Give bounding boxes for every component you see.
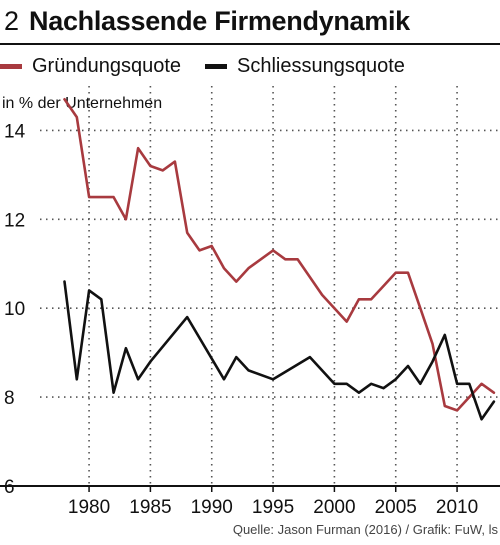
y-tick-label: 8 xyxy=(4,388,15,409)
x-tick-label: 1980 xyxy=(68,497,110,518)
y-tick-label: 10 xyxy=(4,299,25,320)
series-line-schliessungsquote xyxy=(63,280,496,421)
x-tick-label: 1995 xyxy=(252,497,294,518)
legend-item-schliessungsquote: Schliessungsquote xyxy=(205,55,405,78)
y-tick-label: 12 xyxy=(4,210,25,231)
y-axis-label: in % der Unternehmen xyxy=(2,95,162,112)
legend: Gründungsquote Schliessungsquote xyxy=(0,52,429,80)
series-line-gruendungsquote xyxy=(63,98,496,412)
chart-title: Nachlassende Firmendynamik xyxy=(29,5,410,36)
figure-number: 2 xyxy=(4,5,20,36)
title-divider xyxy=(0,43,500,45)
y-tick-label: 14 xyxy=(4,121,26,142)
legend-item-gruendungsquote: Gründungsquote xyxy=(0,55,181,78)
legend-label-schliessungsquote: Schliessungsquote xyxy=(237,54,405,77)
legend-label-gruendungsquote: Gründungsquote xyxy=(32,54,182,77)
x-tick-label: 1985 xyxy=(129,497,171,518)
y-tick-label: 6 xyxy=(4,477,15,498)
source-note: Quelle: Jason Furman (2016) / Grafik: Fu… xyxy=(232,522,498,537)
legend-swatch-schliessungsquote xyxy=(205,63,228,69)
x-tick-label: 2005 xyxy=(375,497,417,518)
x-tick-label: 1990 xyxy=(191,497,233,518)
chart-header: 2 Nachlassende Firmendynamik xyxy=(4,4,410,38)
x-tick-label: 2000 xyxy=(313,497,355,518)
x-tick-label: 2010 xyxy=(436,497,478,518)
legend-swatch-gruendungsquote xyxy=(0,63,22,69)
